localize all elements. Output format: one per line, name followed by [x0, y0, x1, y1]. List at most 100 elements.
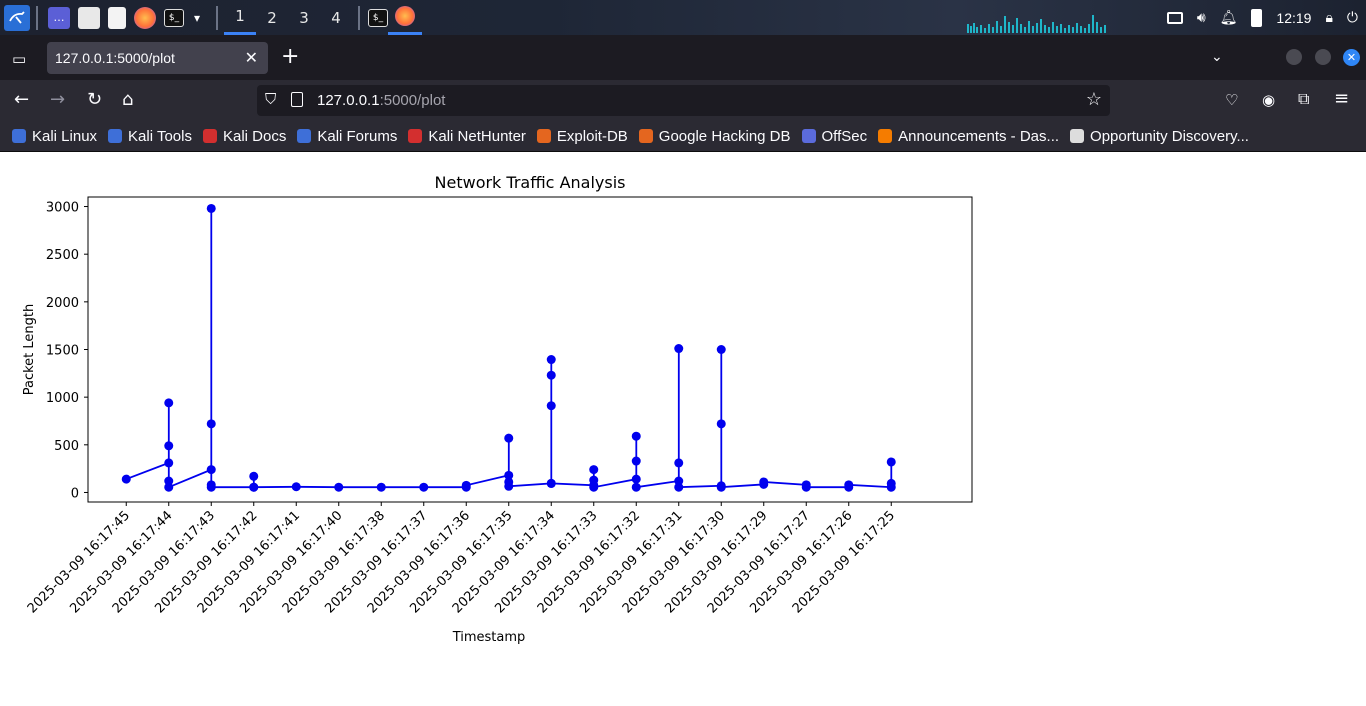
window-close-button[interactable]: ✕ — [1343, 49, 1360, 66]
shield-icon[interactable]: ⛉ — [265, 91, 277, 108]
system-tray: 🔊︎ 🔔︎ 12:19 🔒︎ ⏻ — [1166, 0, 1366, 35]
window-minimize-button[interactable] — [1286, 49, 1302, 65]
network-traffic-chart: Network Traffic Analysis 0 500 1000 1500 2000… — [22, 173, 973, 645]
announcements-icon — [878, 129, 893, 143]
bookmark-label: Exploit-DB — [556, 127, 628, 145]
data-point — [206, 482, 216, 492]
workspace-4[interactable]: 4 — [331, 8, 341, 27]
kali-tools-icon — [108, 129, 123, 143]
workspace-2[interactable]: 2 — [267, 8, 277, 27]
data-point — [164, 398, 174, 408]
data-point — [631, 482, 641, 492]
cpu-usage-graph — [967, 15, 1106, 33]
bookmark-label: Kali NetHunter — [428, 127, 526, 145]
forward-arrow-icon[interactable]: → — [50, 89, 66, 110]
data-point — [546, 355, 556, 365]
bookmark-item[interactable]: Google Hacking DB — [638, 127, 791, 145]
kali-menu-icon[interactable] — [4, 4, 30, 31]
y-tick-label: 1000 — [46, 391, 79, 406]
tab-overview-icon[interactable]: ▭ — [12, 50, 27, 68]
bookmark-item[interactable]: OffSec — [801, 128, 867, 145]
bookmark-item[interactable]: Kali NetHunter — [408, 128, 526, 145]
bookmark-item[interactable]: Kali Tools — [108, 128, 192, 145]
hamburger-menu-icon[interactable]: ≡ — [1334, 88, 1350, 109]
data-point — [121, 474, 131, 484]
tab-active[interactable]: 127.0.0.1:5000/plot ✕ — [47, 42, 268, 74]
opportunity-icon — [1070, 129, 1085, 143]
bookmark-item[interactable]: Announcements - Das... — [878, 128, 1059, 145]
window-maximize-button[interactable] — [1315, 49, 1331, 65]
terminal-window-icon[interactable]: $_ — [368, 8, 388, 27]
data-point — [334, 482, 344, 492]
nethunter-icon — [408, 129, 423, 143]
taskbar-separator — [36, 5, 38, 30]
battery-icon[interactable] — [1251, 8, 1263, 27]
bookmark-star-icon[interactable]: ☆ — [1085, 89, 1102, 109]
data-point — [164, 458, 174, 468]
bookmarks-toolbar: Kali Linux Kali Tools Kali Docs Kali Forums… — [0, 121, 1366, 152]
series-line — [125, 208, 893, 489]
x-axis-label: Timestamp — [452, 630, 526, 645]
data-point — [631, 456, 641, 466]
extensions-icon[interactable]: ⧉ — [1298, 89, 1310, 108]
lock-icon[interactable]: 🔒︎ — [1325, 9, 1333, 26]
data-point — [291, 482, 301, 492]
data-point — [249, 471, 259, 481]
url-host: 127.0.0.1 — [317, 92, 380, 109]
new-tab-plus-icon[interactable]: + — [281, 44, 300, 69]
bookmark-label: Announcements - Das... — [898, 127, 1060, 145]
show-desktop-icon[interactable]: … — [48, 6, 70, 29]
data-point — [674, 482, 684, 492]
data-point — [504, 470, 514, 480]
tab-title: 127.0.0.1:5000/plot — [55, 50, 175, 66]
chevron-down-icon[interactable]: ▾ — [193, 10, 201, 25]
chart-title: Network Traffic Analysis — [435, 173, 626, 192]
data-point — [206, 203, 216, 213]
page-icon[interactable] — [291, 92, 303, 107]
data-point — [674, 344, 684, 354]
data-point — [546, 478, 556, 488]
terminal-launcher-icon[interactable]: $_ — [164, 8, 184, 27]
back-arrow-icon[interactable]: ← — [14, 89, 30, 110]
y-tick-label: 2000 — [46, 296, 79, 311]
volume-icon[interactable]: 🔊︎ — [1196, 9, 1206, 26]
text-editor-icon[interactable] — [108, 6, 126, 29]
workspace-3[interactable]: 3 — [299, 8, 309, 27]
bookmark-item[interactable]: Kali Docs — [202, 128, 286, 145]
firefox-window-button[interactable] — [388, 0, 422, 35]
ghdb-icon — [638, 129, 653, 143]
bookmark-item[interactable]: Opportunity Discovery... — [1070, 128, 1249, 145]
data-point — [759, 477, 769, 487]
account-icon[interactable]: ◉ — [1262, 91, 1276, 109]
clock[interactable]: 12:19 — [1276, 9, 1312, 26]
data-point — [716, 345, 726, 354]
tab-close-icon[interactable]: ✕ — [244, 50, 258, 67]
pocket-icon[interactable]: ♡ — [1225, 91, 1239, 109]
y-axis-label: Packet Length — [22, 304, 37, 396]
reload-icon[interactable]: ↻ — [87, 89, 103, 110]
y-tick-label: 3000 — [46, 201, 79, 216]
list-tabs-chevron-icon[interactable]: ⌄ — [1211, 49, 1223, 65]
bookmark-label: Opportunity Discovery... — [1090, 127, 1249, 145]
notification-bell-icon[interactable]: 🔔︎ — [1219, 9, 1238, 26]
workspace-1[interactable]: 1 — [224, 0, 256, 35]
data-point — [546, 401, 556, 411]
data-point — [164, 482, 174, 492]
file-manager-icon[interactable] — [78, 6, 100, 29]
data-point — [376, 482, 386, 492]
url-path: :5000/plot — [379, 92, 446, 109]
url-bar[interactable]: ⛉ 127.0.0.1:5000/plot ☆ — [257, 85, 1110, 116]
display-icon[interactable] — [1166, 11, 1183, 24]
data-point — [164, 476, 174, 486]
data-point — [716, 482, 726, 492]
bookmark-item[interactable]: Exploit-DB — [536, 127, 628, 145]
bookmark-item[interactable]: Kali Forums — [297, 128, 397, 145]
home-icon[interactable]: ⌂ — [122, 89, 134, 110]
bookmark-item[interactable]: Kali Linux — [12, 128, 97, 145]
data-point — [674, 476, 684, 486]
data-point — [589, 482, 599, 492]
firefox-launcher-icon[interactable] — [134, 6, 156, 29]
bookmark-label: Google Hacking DB — [658, 127, 791, 145]
logout-icon[interactable]: ⏻ — [1346, 9, 1358, 26]
bookmark-label: Kali Forums — [317, 127, 398, 145]
